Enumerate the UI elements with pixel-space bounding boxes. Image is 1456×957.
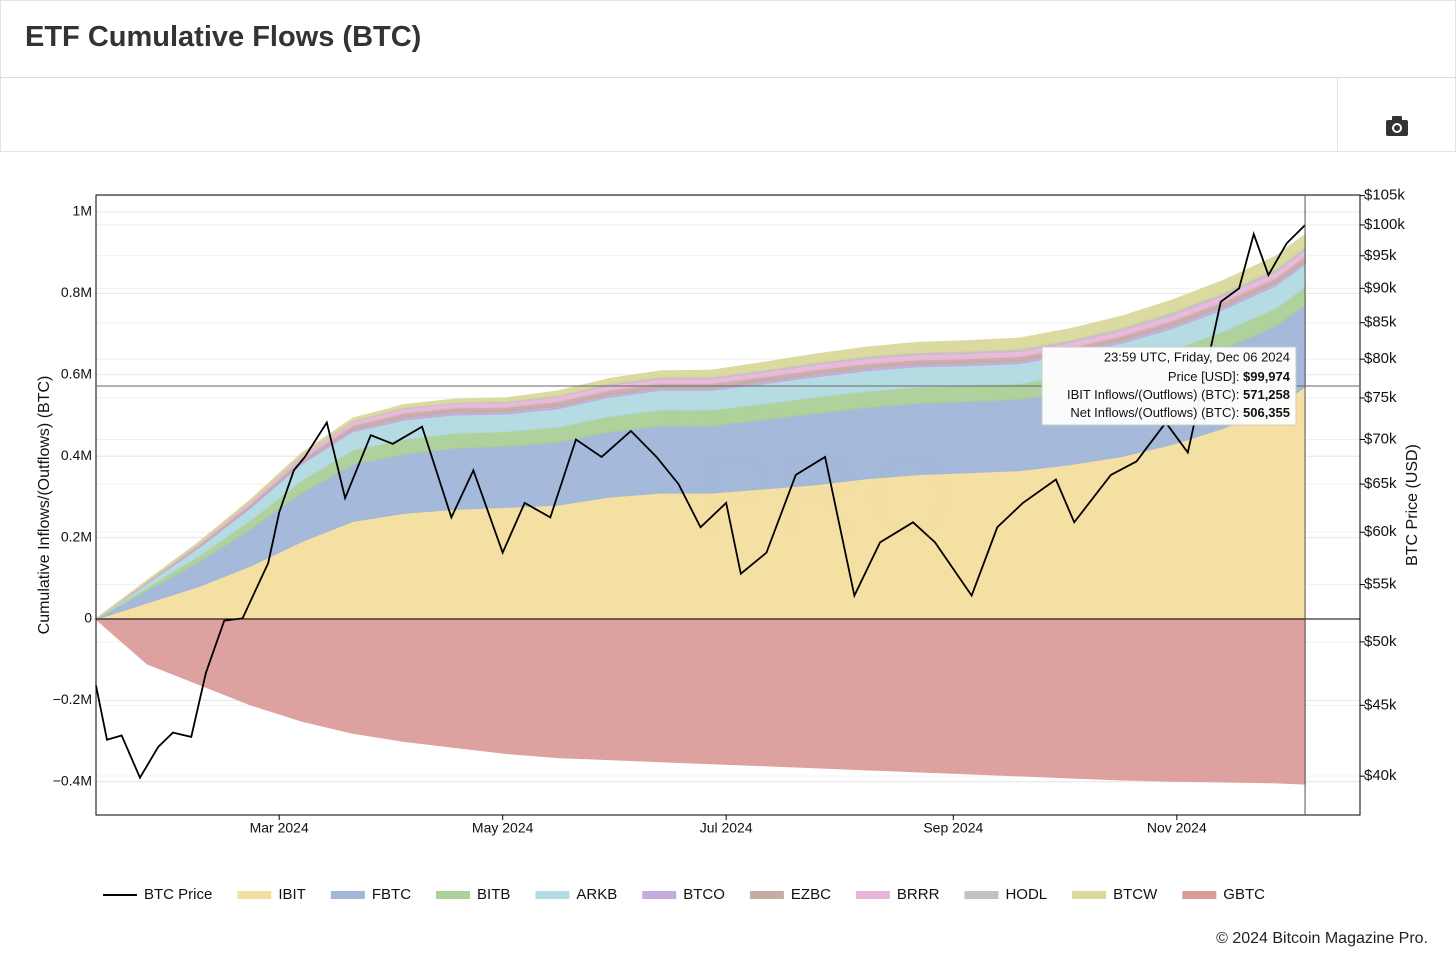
y2-axis-title: BTC Price (USD)	[1404, 444, 1421, 566]
y2-tick-label: $90k	[1364, 279, 1397, 296]
x-tick-label: Nov 2024	[1147, 820, 1207, 836]
x-tick-label: Sep 2024	[923, 820, 983, 836]
plot-frame	[95, 194, 1361, 816]
tooltip-row: Price [USD]: $99,974	[1168, 369, 1291, 384]
tooltip-box	[1041, 346, 1297, 426]
legend-swatch	[749, 891, 784, 899]
legend-swatch	[237, 891, 272, 899]
legend-label: FBTC	[372, 886, 411, 903]
camera-button[interactable]	[1385, 115, 1409, 137]
y-tick-label: 0.4M	[61, 447, 92, 463]
y-tick-label: 0.8M	[61, 284, 92, 300]
tooltip-row: IBIT Inflows/(Outflows) (BTC): 571,258	[1067, 387, 1290, 402]
legend-swatch	[330, 891, 365, 899]
y2-tick-label: $50k	[1364, 633, 1397, 650]
legend-label: BTCW	[1113, 886, 1158, 903]
toolbar-separator	[1337, 77, 1338, 151]
y2-tick-label: $80k	[1364, 350, 1397, 367]
legend-swatch	[642, 891, 677, 899]
legend-label: HODL	[1005, 886, 1047, 903]
y-tick-label: −0.4M	[53, 772, 92, 788]
y2-tick-label: $60k	[1364, 523, 1397, 540]
y-tick-label: 0.6M	[61, 366, 92, 382]
x-tick-label: May 2024	[472, 820, 534, 836]
x-tick-label: Jul 2024	[700, 820, 753, 836]
tooltip-row: Net Inflows/(Outflows) (BTC): 506,355	[1070, 405, 1290, 420]
x-tick-label: Mar 2024	[250, 820, 309, 836]
tooltip-label: Price [USD]:	[1168, 369, 1240, 384]
title-bar: ETF Cumulative Flows (BTC)	[0, 0, 1456, 78]
tooltip-value: 571,258	[1243, 387, 1290, 402]
y2-tick-label: $40k	[1364, 767, 1397, 784]
legend-label: BTCO	[683, 886, 725, 903]
legend-label: ARKB	[576, 886, 617, 903]
y-tick-label: 1M	[73, 203, 92, 219]
tooltip-value: $99,974	[1243, 369, 1291, 384]
tooltip-label: IBIT Inflows/(Outflows) (BTC):	[1067, 387, 1239, 402]
y-axis-title: Cumulative Inflows/(Outflows) (BTC)	[36, 376, 53, 635]
y2-tick-label: $70k	[1364, 430, 1397, 447]
copyright: © 2024 Bitcoin Magazine Pro.	[1216, 930, 1428, 947]
legend-label: EZBC	[791, 886, 831, 903]
y2-tick-label: $100k	[1364, 216, 1405, 233]
page-title: ETF Cumulative Flows (BTC)	[25, 21, 422, 53]
y2-tick-label: $55k	[1364, 576, 1397, 593]
legend-swatch	[964, 891, 999, 899]
legend-swatch	[436, 891, 471, 899]
y2-tick-label: $85k	[1364, 314, 1397, 331]
y2-tick-label: $95k	[1364, 247, 1397, 264]
y2-tick-label: $105k	[1364, 187, 1405, 204]
legend-label: IBIT	[278, 886, 306, 903]
tooltip-label: Net Inflows/(Outflows) (BTC):	[1070, 405, 1239, 420]
legend-label: BTC Price	[144, 886, 212, 903]
legend-label: BRRR	[897, 886, 940, 903]
legend-label: GBTC	[1223, 886, 1265, 903]
legend-label: BITB	[477, 886, 510, 903]
legend-swatch	[855, 891, 890, 899]
y-tick-label: −0.2M	[53, 691, 92, 707]
y-tick-label: 0.2M	[61, 528, 92, 544]
area-gbtc	[94, 618, 1306, 785]
legend-swatch	[535, 891, 570, 899]
y2-tick-label: $65k	[1364, 475, 1397, 492]
y-tick-label: 0	[84, 610, 92, 626]
tooltip-value: 506,355	[1243, 405, 1290, 420]
y2-tick-label: $45k	[1364, 696, 1397, 713]
legend-swatch	[1182, 891, 1217, 899]
price-line	[95, 224, 1306, 780]
tooltip-header: 23:59 UTC, Friday, Dec 06 2024	[1104, 349, 1290, 364]
y2-tick-label: $75k	[1364, 389, 1397, 406]
legend-swatch	[1072, 891, 1107, 899]
